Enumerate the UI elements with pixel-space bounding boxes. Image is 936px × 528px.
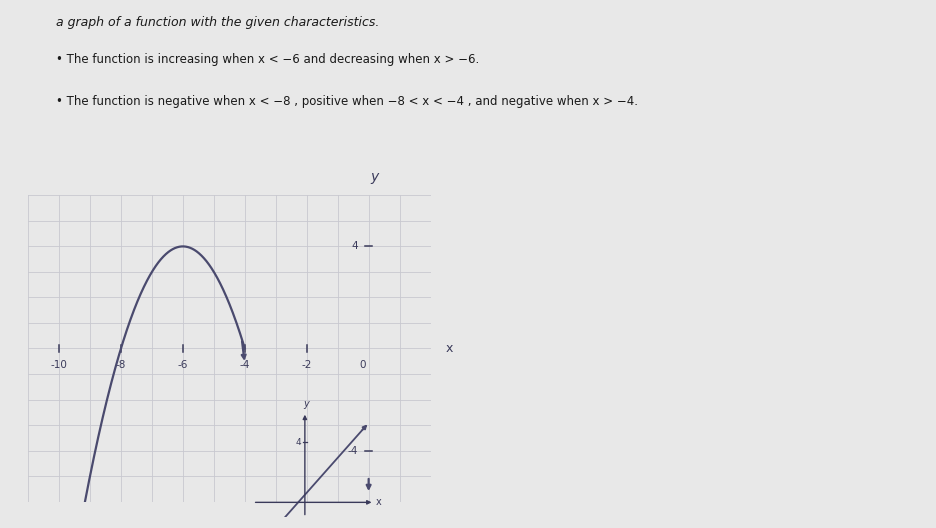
Text: -4: -4 bbox=[240, 360, 250, 370]
Text: -6: -6 bbox=[178, 360, 188, 370]
Text: -10: -10 bbox=[51, 360, 67, 370]
Text: x: x bbox=[376, 497, 382, 507]
Text: 4: 4 bbox=[296, 438, 301, 447]
Text: y: y bbox=[303, 399, 310, 409]
Text: • The function is negative when x < −8 , positive when −8 < x < −4 , and negativ: • The function is negative when x < −8 ,… bbox=[56, 95, 638, 108]
Text: x: x bbox=[446, 342, 453, 355]
Text: y: y bbox=[371, 170, 379, 184]
Text: -8: -8 bbox=[116, 360, 126, 370]
Text: a graph of a function with the given characteristics.: a graph of a function with the given cha… bbox=[56, 16, 379, 29]
Text: -2: -2 bbox=[301, 360, 312, 370]
Text: • The function is increasing when x < −6 and decreasing when x > −6.: • The function is increasing when x < −6… bbox=[56, 53, 479, 66]
Text: 4: 4 bbox=[351, 241, 358, 251]
Text: 0: 0 bbox=[359, 360, 366, 370]
Text: -4: -4 bbox=[347, 446, 358, 456]
